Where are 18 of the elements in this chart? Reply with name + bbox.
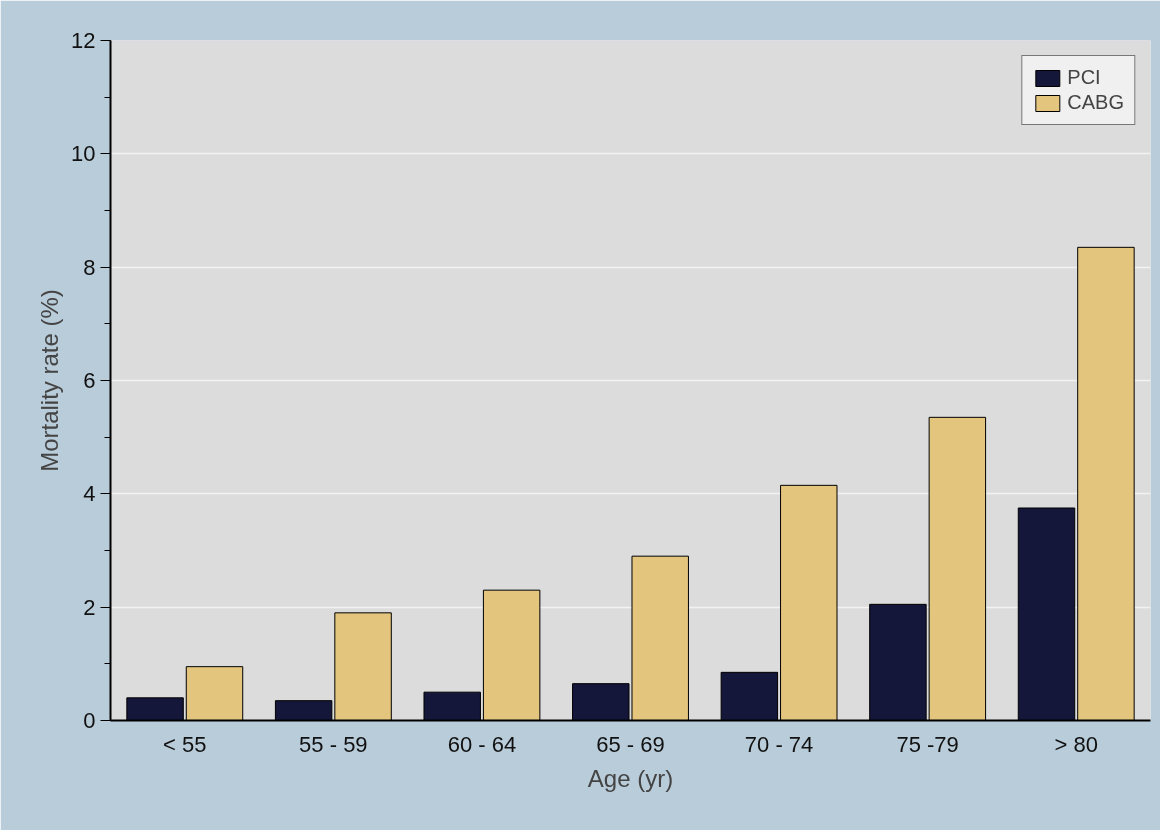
x-tick-label: 70 - 74 [744, 731, 814, 757]
y-tick-label: 12 [71, 28, 96, 53]
y-tick-label: 4 [83, 481, 96, 507]
y-tick-label: 8 [83, 254, 96, 280]
y-tick-label: 0 [83, 708, 96, 733]
y-tick-label: 10 [71, 141, 96, 167]
y-tick-label: 6 [83, 368, 96, 393]
x-tick-label: 75 -79 [896, 731, 959, 757]
y-tick-label: 2 [83, 594, 96, 620]
x-tick-label: 55 - 59 [299, 731, 368, 757]
x-tick-label: < 55 [163, 731, 207, 757]
y-axis-title: Mortality rate (%) [36, 289, 64, 472]
legend-label: CABG [1067, 91, 1124, 114]
x-tick-label: > 80 [1054, 731, 1098, 757]
x-tick-label: 60 - 64 [447, 731, 517, 757]
x-tick-label: 65 - 69 [596, 731, 665, 757]
legend-label: PCI [1067, 66, 1101, 89]
x-axis-title: Age (yr) [587, 764, 674, 792]
